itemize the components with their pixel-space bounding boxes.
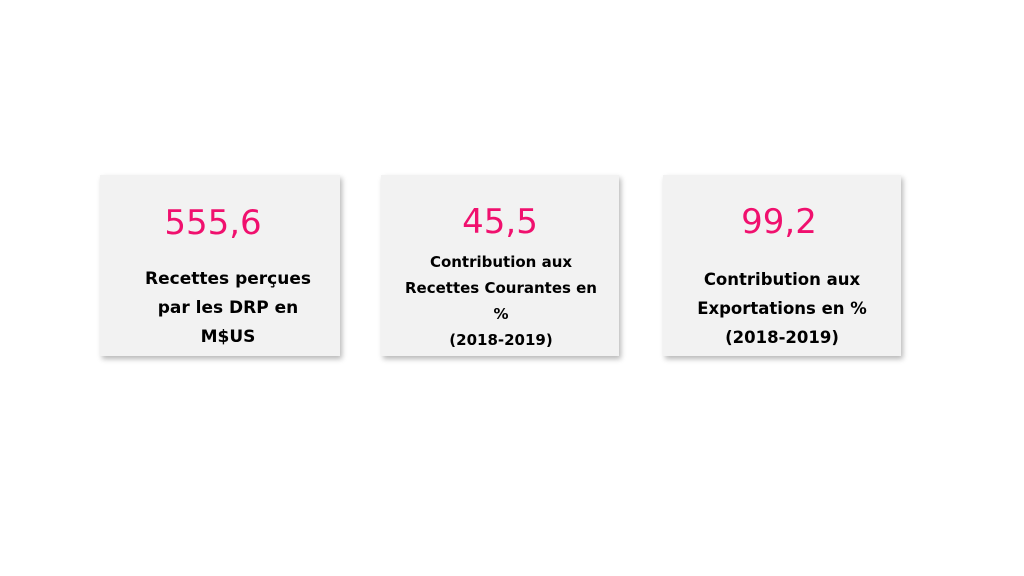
stat-card-exportations: 99,2 Contribution aux Exportations en % …: [663, 175, 901, 356]
stat-card-recettes-courantes: 45,5 Contribution aux Recettes Courantes…: [381, 175, 619, 356]
stat-label: Recettes perçues par les DRP en M$US: [145, 269, 311, 347]
stat-label: Contribution aux Exportations en % (2018…: [697, 270, 867, 347]
stat-value: 555,6: [164, 203, 262, 243]
stat-value: 99,2: [741, 202, 817, 242]
stat-value: 45,5: [462, 202, 538, 242]
stat-card-recettes-drp: 555,6 Recettes perçues par les DRP en M$…: [100, 175, 340, 356]
stat-label: Contribution aux Recettes Courantes en %…: [405, 253, 597, 349]
